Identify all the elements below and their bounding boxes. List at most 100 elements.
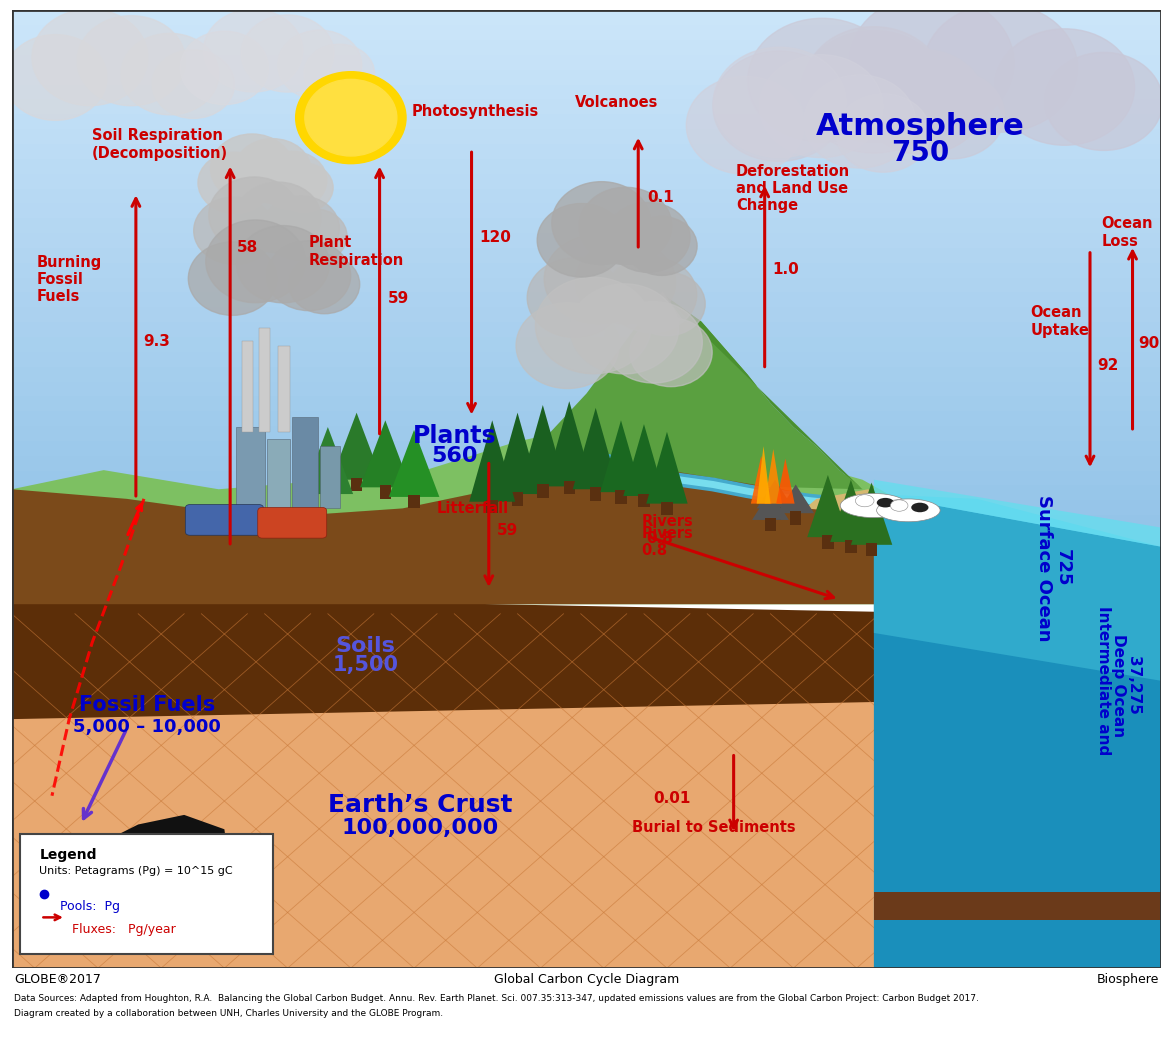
Circle shape: [606, 257, 697, 332]
Bar: [12, 589, 1161, 604]
Bar: [236, 427, 265, 508]
Text: 0.01: 0.01: [653, 791, 691, 807]
Circle shape: [527, 258, 623, 337]
Bar: [12, 456, 1161, 471]
Circle shape: [203, 9, 303, 92]
Circle shape: [551, 181, 651, 264]
Text: 1,500: 1,500: [333, 655, 399, 676]
Text: Burial to Sediments: Burial to Sediments: [632, 819, 796, 835]
Circle shape: [152, 50, 235, 119]
Bar: [12, 174, 1161, 188]
Circle shape: [626, 217, 697, 276]
Text: Ocean
Loss: Ocean Loss: [1101, 217, 1153, 249]
Bar: [12, 144, 1161, 159]
Text: Plants: Plants: [413, 425, 496, 449]
Polygon shape: [662, 293, 862, 489]
Bar: [380, 485, 391, 499]
Text: Ocean
Uptake: Ocean Uptake: [1030, 305, 1089, 337]
Circle shape: [570, 284, 678, 374]
Text: Burning
Fossil
Fuels: Burning Fossil Fuels: [38, 255, 102, 304]
Text: Deforestation
and Land Use
Change: Deforestation and Land Use Change: [735, 163, 850, 213]
Circle shape: [211, 134, 293, 203]
Circle shape: [544, 234, 652, 324]
Polygon shape: [469, 421, 515, 502]
Polygon shape: [12, 594, 977, 719]
Ellipse shape: [890, 500, 908, 511]
Ellipse shape: [876, 499, 940, 522]
Text: 9.3: 9.3: [143, 333, 170, 349]
Polygon shape: [642, 291, 682, 328]
Ellipse shape: [911, 503, 929, 512]
Bar: [320, 447, 340, 508]
Circle shape: [576, 240, 676, 324]
Circle shape: [205, 220, 305, 303]
Polygon shape: [757, 447, 771, 504]
Bar: [292, 417, 318, 508]
Bar: [845, 540, 856, 554]
Bar: [12, 411, 1161, 426]
Polygon shape: [623, 424, 665, 496]
Polygon shape: [778, 484, 814, 513]
Bar: [12, 530, 1161, 544]
Bar: [12, 115, 1161, 129]
Circle shape: [804, 75, 916, 168]
Bar: [769, 507, 781, 519]
Bar: [12, 501, 1161, 515]
Polygon shape: [506, 293, 862, 489]
Bar: [12, 426, 1161, 441]
Circle shape: [257, 151, 327, 209]
Bar: [12, 203, 1161, 219]
Polygon shape: [646, 432, 687, 504]
Polygon shape: [807, 475, 848, 537]
Text: Soils: Soils: [335, 636, 395, 656]
Bar: [12, 515, 1161, 530]
Circle shape: [209, 177, 300, 253]
Bar: [12, 352, 1161, 366]
Bar: [12, 84, 1161, 100]
Bar: [12, 322, 1161, 337]
Circle shape: [237, 226, 330, 303]
Bar: [789, 511, 801, 525]
Bar: [12, 441, 1161, 456]
Polygon shape: [874, 494, 1161, 614]
Polygon shape: [601, 421, 642, 492]
Bar: [351, 478, 362, 491]
Text: Rivers
0.8: Rivers 0.8: [642, 526, 693, 558]
Circle shape: [579, 187, 672, 264]
Polygon shape: [12, 423, 977, 604]
Circle shape: [686, 76, 804, 175]
Bar: [12, 100, 1161, 115]
Polygon shape: [752, 491, 788, 519]
Polygon shape: [874, 494, 1161, 681]
Bar: [12, 278, 1161, 293]
Text: 59: 59: [497, 524, 518, 538]
Ellipse shape: [840, 493, 908, 517]
Bar: [408, 496, 420, 508]
Circle shape: [836, 94, 930, 172]
Ellipse shape: [855, 494, 874, 507]
Text: Data Sources: Adapted from Houghton, R.A.  Balancing the Global Carbon Budget. A: Data Sources: Adapted from Houghton, R.A…: [14, 994, 979, 1004]
Bar: [12, 337, 1161, 352]
Text: 92: 92: [1097, 357, 1118, 373]
Circle shape: [860, 50, 985, 154]
Text: Rivers: Rivers: [642, 513, 693, 529]
Text: 0.1: 0.1: [647, 189, 674, 205]
Text: Pools:  Pg: Pools: Pg: [60, 900, 120, 913]
Bar: [866, 543, 877, 556]
Bar: [12, 366, 1161, 381]
Polygon shape: [572, 408, 618, 489]
Bar: [12, 560, 1161, 575]
Text: 725: 725: [1053, 549, 1071, 586]
Bar: [12, 293, 1161, 307]
Circle shape: [630, 318, 712, 386]
Bar: [12, 70, 1161, 84]
Bar: [12, 10, 1161, 25]
Bar: [590, 487, 602, 501]
Text: Biosphere: Biosphere: [1097, 972, 1159, 986]
Text: GLOBE®2017: GLOBE®2017: [14, 972, 101, 986]
Bar: [12, 397, 1161, 411]
Bar: [638, 494, 650, 507]
Polygon shape: [757, 480, 793, 508]
Bar: [12, 262, 1161, 278]
Bar: [12, 55, 1161, 70]
